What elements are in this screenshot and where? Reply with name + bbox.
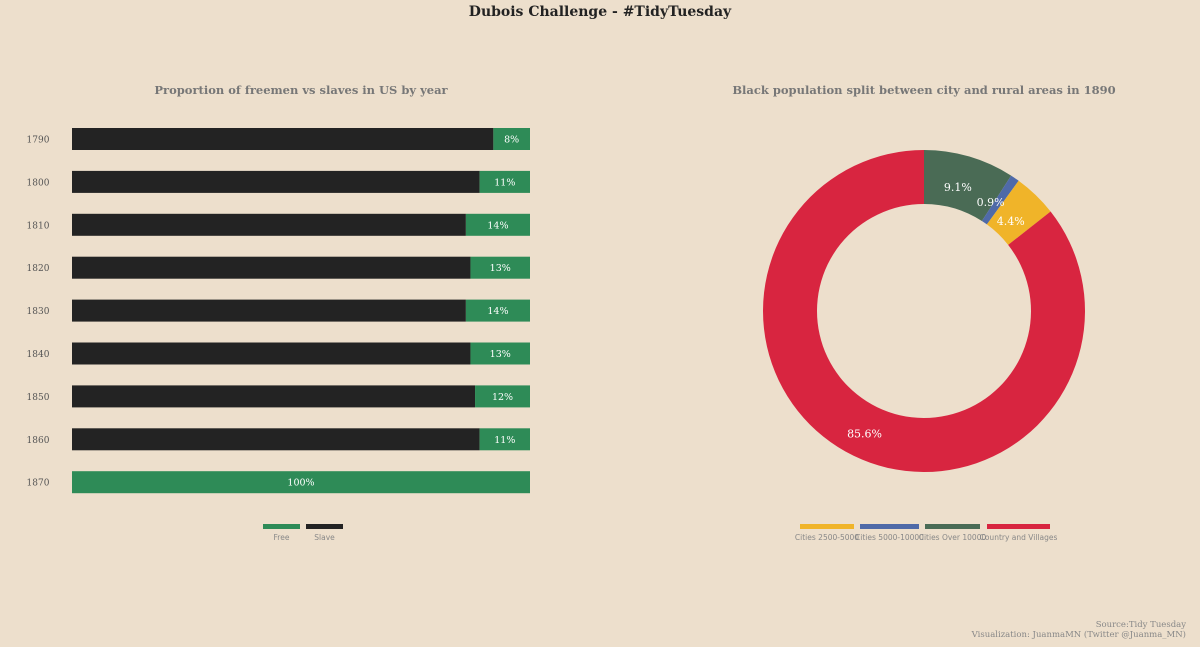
- credit-note: Visualization: JuanmaMN (Twitter @Juanma…: [971, 630, 1186, 640]
- donut-slice: [924, 150, 1012, 222]
- bar-legend-label: Slave: [314, 533, 335, 542]
- free-bar: [475, 385, 530, 408]
- donut-data-label: 0.9%: [977, 196, 1005, 209]
- free-bar: [470, 342, 530, 365]
- year-tick-label: 1840: [27, 350, 50, 360]
- free-data-label: 14%: [487, 220, 508, 231]
- slave-bar: [72, 213, 466, 236]
- year-tick-label: 1830: [27, 307, 50, 317]
- donut-legend-label: Cities 5000-10000: [855, 533, 924, 542]
- year-tick-label: 1860: [27, 436, 50, 446]
- free-bar: [493, 128, 530, 150]
- year-tick-label: 1800: [27, 178, 50, 188]
- slave-bar: [72, 299, 466, 322]
- donut-legend-swatch: [860, 524, 919, 529]
- bar-chart-title: Proportion of freemen vs slaves in US by…: [154, 83, 448, 97]
- free-data-label: 11%: [494, 177, 515, 188]
- slave-bar: [72, 428, 480, 451]
- slave-bar: [72, 170, 480, 193]
- free-data-label: 100%: [287, 478, 314, 489]
- free-bar: [470, 256, 530, 279]
- free-bar: [72, 471, 530, 494]
- donut-legend-swatch: [800, 524, 854, 529]
- donut-data-label: 85.6%: [847, 427, 882, 440]
- footer: Source:Tidy Tuesday Visualization: Juanm…: [972, 620, 1186, 640]
- free-data-label: 13%: [490, 263, 511, 274]
- free-data-label: 11%: [494, 435, 515, 446]
- donut-slice: [763, 150, 1085, 472]
- bar-legend-swatch: [306, 524, 343, 529]
- bar-legend-label: Free: [274, 533, 290, 542]
- donut-data-label: 4.4%: [997, 215, 1025, 228]
- free-data-label: 12%: [492, 392, 513, 403]
- year-tick-label: 1870: [27, 479, 50, 489]
- bar-legend-swatch: [263, 524, 300, 529]
- free-data-label: 8%: [504, 135, 519, 146]
- free-data-label: 14%: [487, 306, 508, 317]
- slave-bar: [72, 128, 494, 150]
- year-tick-label: 1850: [27, 393, 50, 403]
- free-data-label: 13%: [490, 349, 511, 360]
- slave-bar: [72, 256, 471, 279]
- donut-legend-swatch: [987, 524, 1050, 529]
- donut-slice: [981, 175, 1019, 225]
- slave-bar: [72, 385, 476, 408]
- donut-slice: [986, 180, 1051, 245]
- free-bar: [479, 170, 530, 193]
- page-title: Dubois Challenge - #TidyTuesday: [468, 4, 732, 20]
- donut-chart-title: Black population split between city and …: [732, 83, 1116, 97]
- free-bar: [465, 213, 530, 236]
- donut-data-label: 9.1%: [944, 181, 972, 194]
- year-tick-label: 1810: [27, 221, 50, 231]
- source-note: Source:Tidy Tuesday: [1095, 620, 1186, 630]
- year-tick-label: 1820: [27, 264, 50, 274]
- free-bar: [479, 428, 530, 451]
- donut-legend-swatch: [925, 524, 980, 529]
- slave-bar: [72, 342, 471, 365]
- donut-legend-label: Cities 2500-5000: [795, 533, 859, 542]
- year-tick-label: 1790: [27, 136, 50, 146]
- donut-legend-label: Country and Villages: [980, 533, 1058, 542]
- donut-legend-label: Cities Over 10000: [919, 533, 987, 542]
- free-bar: [465, 299, 530, 322]
